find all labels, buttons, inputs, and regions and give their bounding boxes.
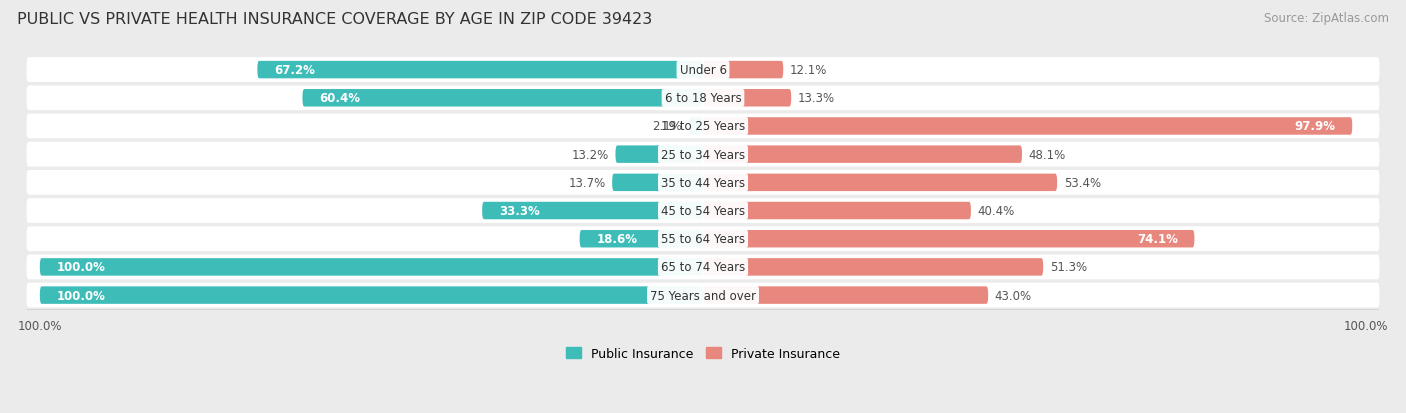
Text: 48.1%: 48.1% bbox=[1029, 148, 1066, 161]
FancyBboxPatch shape bbox=[302, 90, 703, 107]
FancyBboxPatch shape bbox=[482, 202, 703, 220]
Text: 51.3%: 51.3% bbox=[1050, 261, 1087, 274]
Text: 55 to 64 Years: 55 to 64 Years bbox=[661, 233, 745, 246]
FancyBboxPatch shape bbox=[703, 259, 1043, 276]
FancyBboxPatch shape bbox=[27, 199, 1379, 223]
Text: 33.3%: 33.3% bbox=[499, 204, 540, 218]
Text: PUBLIC VS PRIVATE HEALTH INSURANCE COVERAGE BY AGE IN ZIP CODE 39423: PUBLIC VS PRIVATE HEALTH INSURANCE COVER… bbox=[17, 12, 652, 27]
FancyBboxPatch shape bbox=[703, 62, 783, 79]
FancyBboxPatch shape bbox=[27, 171, 1379, 195]
Text: 53.4%: 53.4% bbox=[1064, 176, 1101, 190]
Text: 35 to 44 Years: 35 to 44 Years bbox=[661, 176, 745, 190]
Text: 65 to 74 Years: 65 to 74 Years bbox=[661, 261, 745, 274]
Text: 25 to 34 Years: 25 to 34 Years bbox=[661, 148, 745, 161]
FancyBboxPatch shape bbox=[689, 118, 703, 135]
FancyBboxPatch shape bbox=[27, 86, 1379, 111]
FancyBboxPatch shape bbox=[703, 174, 1057, 192]
Text: 12.1%: 12.1% bbox=[790, 64, 827, 77]
Text: 2.1%: 2.1% bbox=[652, 120, 682, 133]
Legend: Public Insurance, Private Insurance: Public Insurance, Private Insurance bbox=[561, 342, 845, 365]
FancyBboxPatch shape bbox=[703, 287, 988, 304]
FancyBboxPatch shape bbox=[703, 118, 1353, 135]
Text: 13.7%: 13.7% bbox=[568, 176, 606, 190]
Text: 74.1%: 74.1% bbox=[1137, 233, 1178, 246]
Text: 67.2%: 67.2% bbox=[274, 64, 315, 77]
FancyBboxPatch shape bbox=[27, 255, 1379, 280]
FancyBboxPatch shape bbox=[257, 62, 703, 79]
Text: 18.6%: 18.6% bbox=[596, 233, 637, 246]
FancyBboxPatch shape bbox=[612, 174, 703, 192]
FancyBboxPatch shape bbox=[703, 146, 1022, 164]
Text: 100.0%: 100.0% bbox=[56, 289, 105, 302]
Text: 13.2%: 13.2% bbox=[572, 148, 609, 161]
FancyBboxPatch shape bbox=[27, 58, 1379, 83]
Text: 13.3%: 13.3% bbox=[797, 92, 835, 105]
Text: 97.9%: 97.9% bbox=[1295, 120, 1336, 133]
Text: Source: ZipAtlas.com: Source: ZipAtlas.com bbox=[1264, 12, 1389, 25]
FancyBboxPatch shape bbox=[27, 114, 1379, 139]
Text: 60.4%: 60.4% bbox=[319, 92, 360, 105]
FancyBboxPatch shape bbox=[27, 142, 1379, 167]
FancyBboxPatch shape bbox=[27, 283, 1379, 308]
FancyBboxPatch shape bbox=[39, 287, 703, 304]
Text: 43.0%: 43.0% bbox=[995, 289, 1032, 302]
FancyBboxPatch shape bbox=[579, 230, 703, 248]
Text: 100.0%: 100.0% bbox=[56, 261, 105, 274]
Text: 40.4%: 40.4% bbox=[977, 204, 1015, 218]
FancyBboxPatch shape bbox=[703, 90, 792, 107]
Text: Under 6: Under 6 bbox=[679, 64, 727, 77]
FancyBboxPatch shape bbox=[39, 259, 703, 276]
FancyBboxPatch shape bbox=[703, 230, 1195, 248]
Text: 19 to 25 Years: 19 to 25 Years bbox=[661, 120, 745, 133]
Text: 45 to 54 Years: 45 to 54 Years bbox=[661, 204, 745, 218]
FancyBboxPatch shape bbox=[703, 202, 972, 220]
Text: 75 Years and over: 75 Years and over bbox=[650, 289, 756, 302]
FancyBboxPatch shape bbox=[616, 146, 703, 164]
Text: 6 to 18 Years: 6 to 18 Years bbox=[665, 92, 741, 105]
FancyBboxPatch shape bbox=[27, 227, 1379, 252]
